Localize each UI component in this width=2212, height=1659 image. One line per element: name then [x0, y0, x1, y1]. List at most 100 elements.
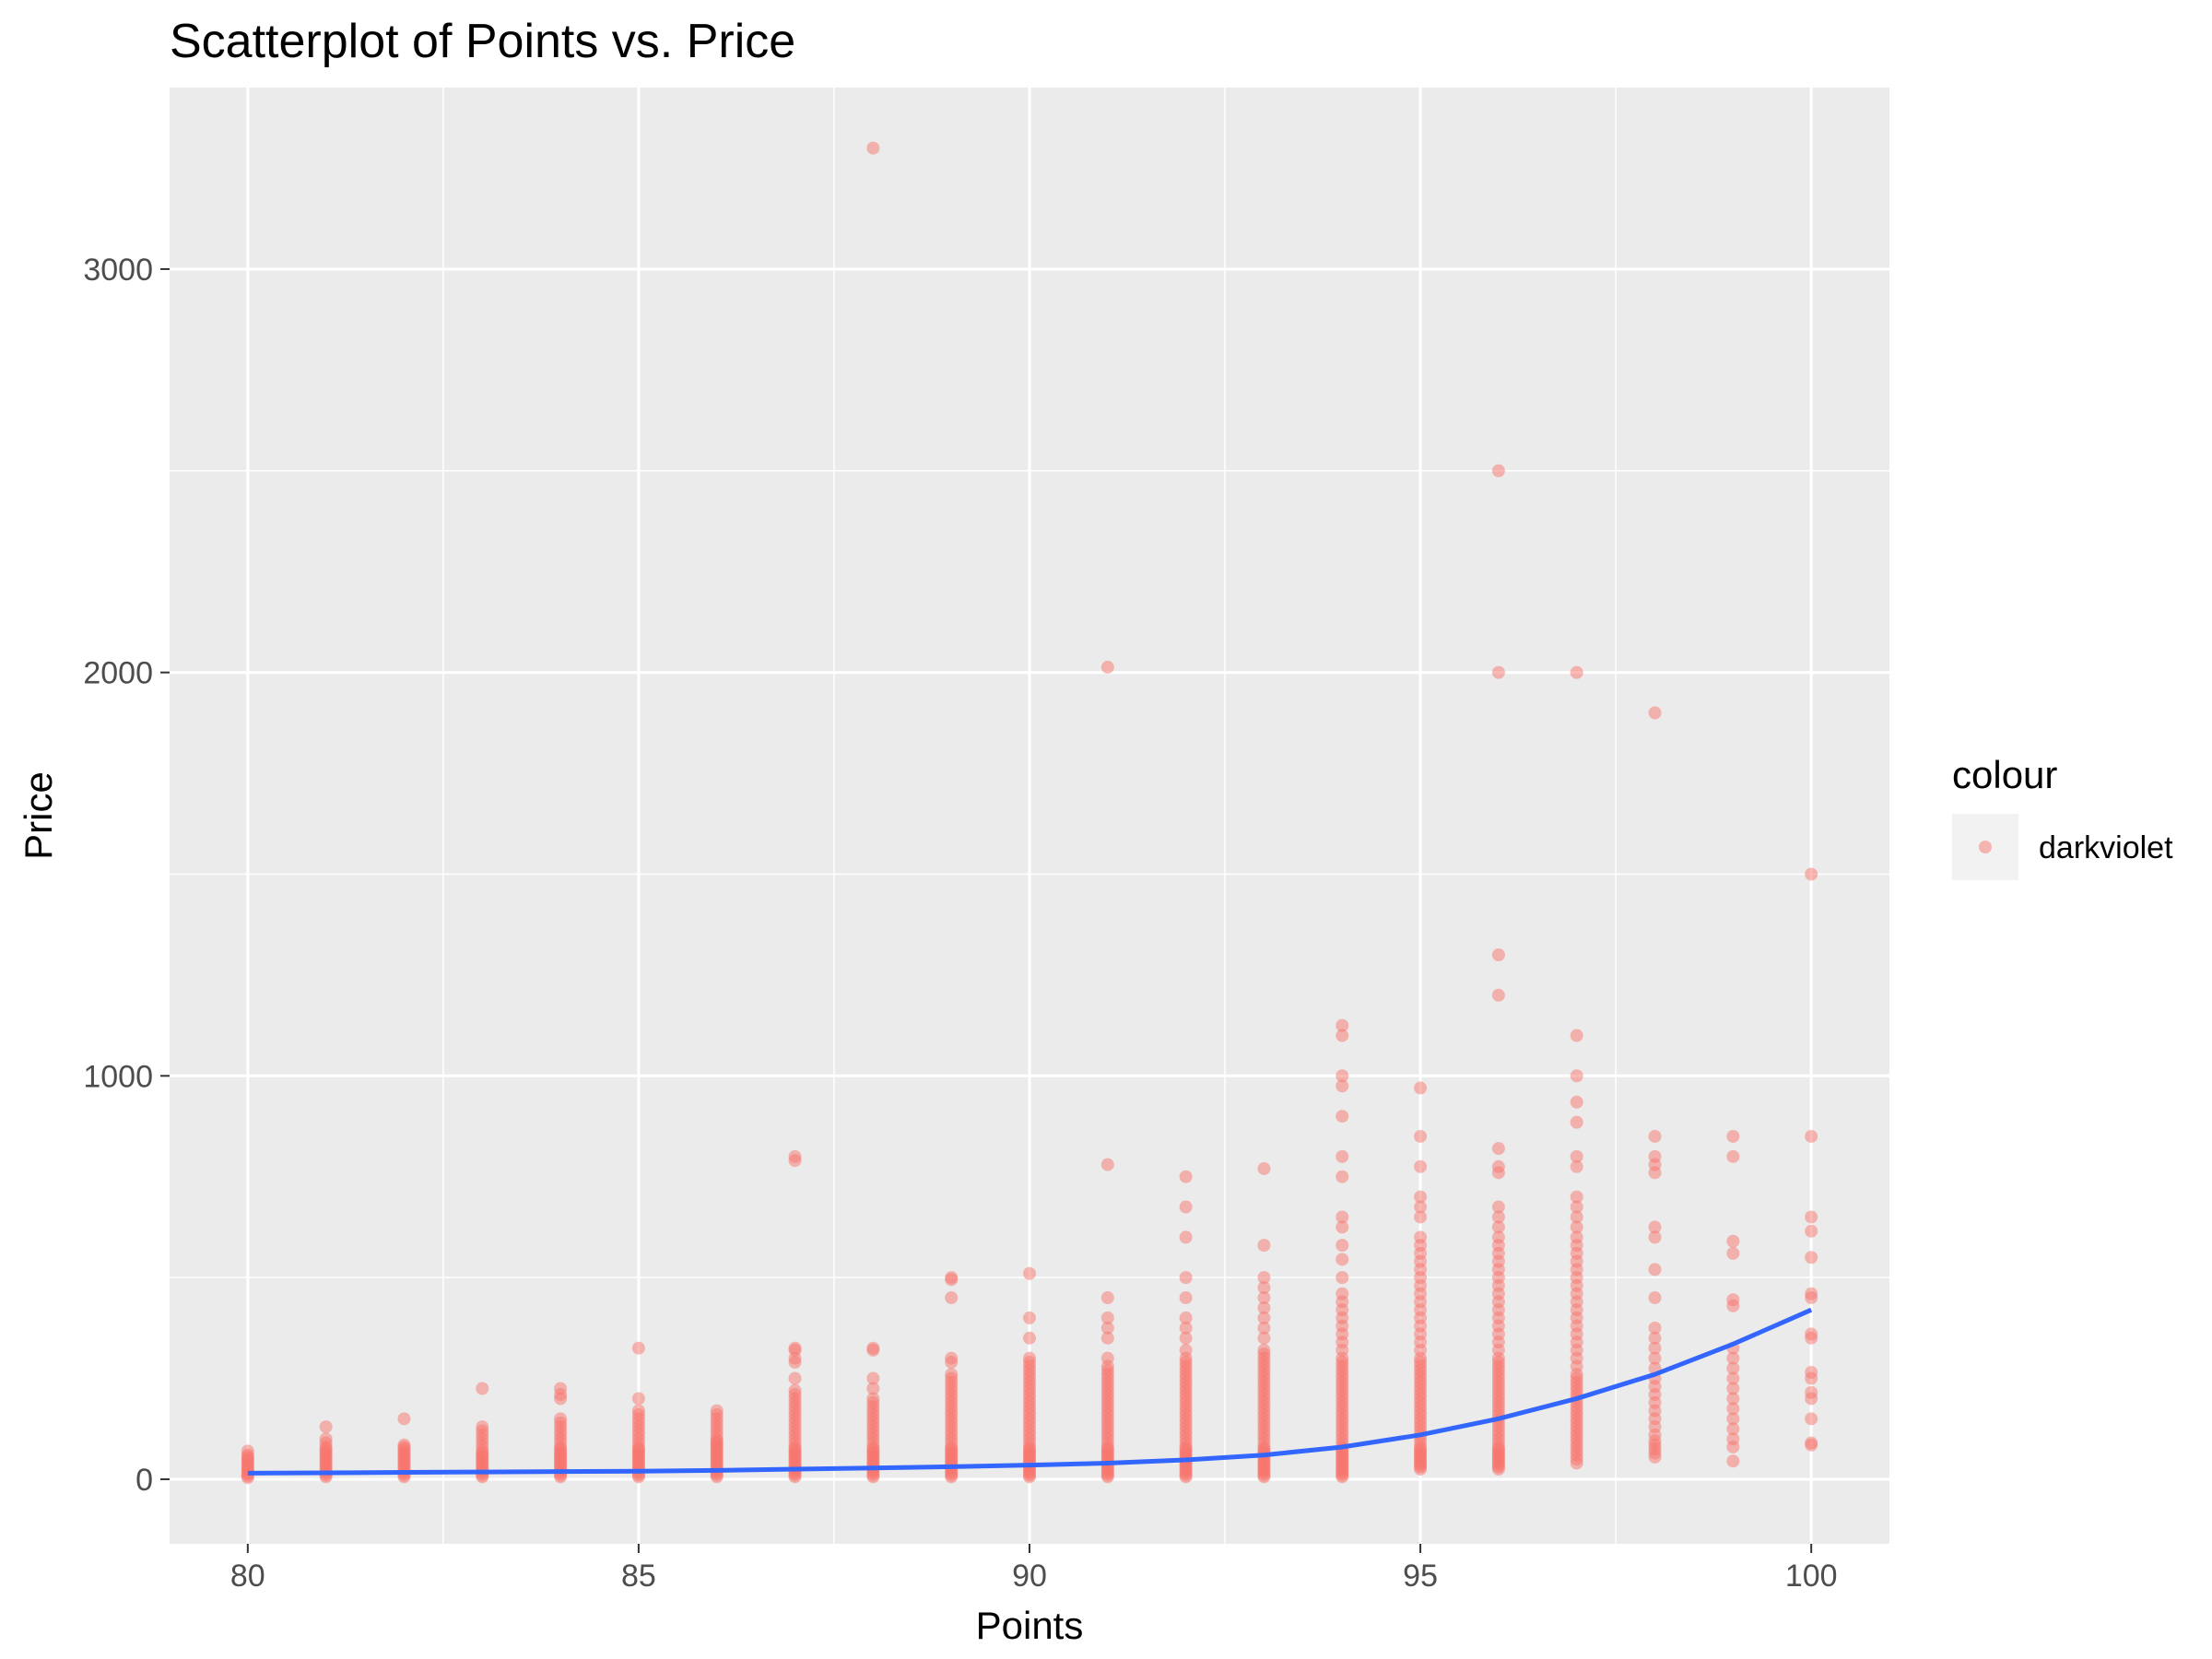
data-point [1335, 1170, 1349, 1183]
data-point [1335, 1079, 1349, 1093]
data-point [1570, 665, 1583, 679]
data-point [1726, 1361, 1740, 1375]
data-point [1414, 1210, 1428, 1224]
data-point [788, 1341, 802, 1355]
data-point [1648, 1351, 1662, 1365]
data-point [1257, 1343, 1271, 1357]
data-point [1570, 1149, 1583, 1163]
y-tick-label: 3000 [83, 253, 153, 288]
data-point [1414, 1200, 1428, 1214]
data-point [1023, 1311, 1036, 1324]
data-point [1179, 1311, 1193, 1324]
data-point [1805, 1436, 1818, 1450]
data-point [319, 1432, 333, 1446]
data-point [945, 1291, 959, 1305]
data-point [945, 1351, 959, 1365]
data-point [1335, 1029, 1349, 1042]
data-point [788, 1383, 802, 1397]
data-point [1257, 1291, 1271, 1305]
data-point [945, 1271, 959, 1285]
data-point [1100, 1311, 1114, 1324]
data-point [1726, 1371, 1740, 1385]
y-axis-title: Price [17, 771, 60, 860]
data-point [1100, 1291, 1114, 1305]
data-point [1100, 1351, 1114, 1365]
data-point [1491, 1159, 1505, 1173]
data-point [1491, 1142, 1505, 1156]
data-point [1570, 1115, 1583, 1129]
data-point [866, 1341, 880, 1355]
y-tick-label: 2000 [83, 656, 153, 691]
data-point [788, 1371, 802, 1385]
data-point [476, 1382, 489, 1395]
data-point [554, 1412, 568, 1426]
data-point [945, 1368, 959, 1382]
chart-title: Scatterplot of Points vs. Price [170, 15, 795, 68]
data-point [1726, 1149, 1740, 1163]
data-point [476, 1420, 489, 1434]
data-point [1570, 1190, 1583, 1204]
data-point [1726, 1402, 1740, 1416]
data-point [1726, 1392, 1740, 1406]
data-point [1179, 1271, 1193, 1285]
data-point [1257, 1271, 1271, 1285]
data-point [1570, 1220, 1583, 1234]
x-tick-label: 85 [621, 1559, 656, 1594]
data-point [1335, 1220, 1349, 1234]
data-point [1491, 988, 1505, 1002]
data-point [1023, 1351, 1036, 1365]
data-point [1648, 1220, 1662, 1234]
data-point [1805, 1327, 1818, 1341]
data-point [1805, 1385, 1818, 1399]
x-tick-label: 95 [1403, 1559, 1438, 1594]
data-point [1805, 1365, 1818, 1379]
data-point [866, 1392, 880, 1406]
data-point [1179, 1291, 1193, 1305]
data-point [1648, 1129, 1662, 1143]
data-point [866, 1371, 880, 1385]
y-tick-label: 0 [135, 1463, 153, 1498]
data-point [1257, 1300, 1271, 1314]
major-gridlines [170, 88, 1889, 1544]
data-point [1335, 1253, 1349, 1266]
data-point [1335, 1239, 1349, 1253]
data-point [1414, 1190, 1428, 1204]
data-point [1491, 1200, 1505, 1214]
data-point [1335, 1287, 1349, 1300]
legend: colour darkviolet [1952, 753, 2173, 880]
data-point [1726, 1432, 1740, 1446]
data-point [397, 1438, 411, 1452]
data-point [1570, 1230, 1583, 1244]
x-tick-label: 90 [1012, 1559, 1047, 1594]
data-point [1179, 1321, 1193, 1335]
data-point [1257, 1161, 1271, 1175]
data-point [1726, 1246, 1740, 1260]
data-point [1648, 1291, 1662, 1305]
data-point [1805, 1129, 1818, 1143]
data-point [1179, 1343, 1193, 1357]
y-axis-ticks: 0 1000 2000 3000 [83, 253, 170, 1498]
data-point [1570, 1029, 1583, 1042]
data-point [866, 1382, 880, 1395]
data-point [1100, 660, 1114, 674]
data-point [1726, 1293, 1740, 1307]
legend-key-point [1979, 841, 1992, 853]
data-point [1570, 1069, 1583, 1083]
data-point [1335, 1018, 1349, 1032]
data-point [1491, 1220, 1505, 1234]
data-point [1648, 1149, 1662, 1163]
data-point [1726, 1422, 1740, 1436]
x-tick-label: 100 [1785, 1559, 1838, 1594]
y-tick-label: 1000 [83, 1059, 153, 1094]
data-point [1805, 867, 1818, 881]
data-point [241, 1444, 254, 1458]
data-point [1179, 1170, 1193, 1183]
data-point [1726, 1454, 1740, 1468]
data-point [710, 1404, 724, 1418]
data-point [319, 1420, 333, 1434]
data-point [1179, 1331, 1193, 1345]
data-point [1805, 1251, 1818, 1265]
data-point [1179, 1230, 1193, 1244]
data-point [1491, 1230, 1505, 1244]
